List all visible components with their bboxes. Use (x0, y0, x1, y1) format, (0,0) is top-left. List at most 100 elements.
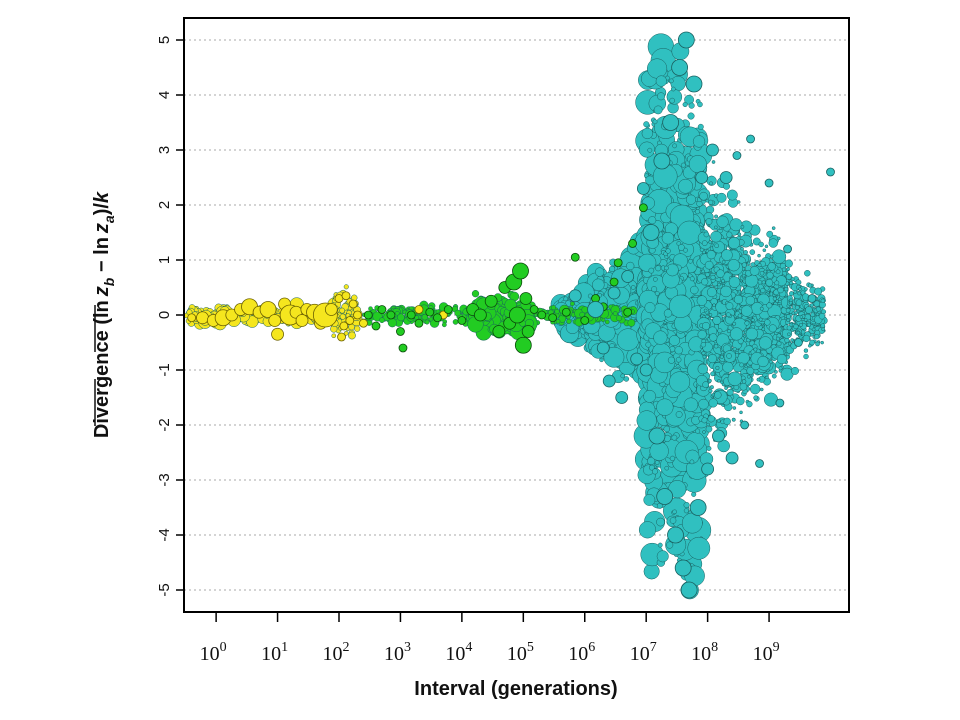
teal-point (602, 374, 616, 388)
teal-cloud-point (789, 281, 793, 286)
teal-cloud-point (706, 445, 712, 451)
teal-cloud-point (695, 428, 701, 434)
teal-cloud-point (765, 375, 769, 380)
teal-cloud-point (687, 536, 711, 560)
teal-cloud-point (706, 287, 717, 298)
green-point (638, 203, 648, 213)
teal-cloud-point (737, 232, 742, 237)
teal-cloud-point (656, 550, 669, 563)
teal-cloud-point (669, 97, 676, 104)
x-tick-base: 10 (568, 643, 588, 665)
green-point (371, 321, 381, 331)
teal-cloud-point (688, 155, 707, 174)
teal-cloud-point (657, 92, 666, 101)
teal-cloud-point (710, 371, 716, 377)
teal-cloud-point (683, 247, 688, 253)
teal-cloud-point (759, 306, 764, 311)
teal-cloud-point (655, 265, 662, 272)
y-tick-label: -4 (156, 528, 173, 541)
teal-cloud-point (712, 240, 725, 254)
teal-cloud-point (691, 415, 701, 425)
teal-point (764, 178, 774, 188)
teal-cloud-point (791, 366, 799, 375)
y-title-suffix: )/ (91, 203, 113, 216)
x-tick-label: 104 (445, 640, 472, 665)
teal-cloud-point (664, 265, 669, 271)
teal-cloud-point (803, 348, 809, 353)
teal-cloud-point (700, 342, 707, 348)
teal-cloud-point (677, 220, 702, 245)
teal-cloud-point (762, 248, 767, 253)
green-point (433, 313, 442, 323)
green-cloud-point (612, 311, 618, 317)
teal-cloud-point (653, 105, 663, 115)
teal-cloud-point (682, 101, 688, 108)
teal-cloud-point (736, 396, 745, 406)
teal-point (706, 143, 719, 157)
teal-cloud-point (674, 346, 683, 355)
teal-cloud-point (712, 303, 716, 307)
teal-cloud-point (653, 277, 658, 282)
teal-point (826, 167, 835, 177)
teal-cloud-point (705, 425, 713, 433)
teal-cloud-point (678, 178, 693, 194)
teal-cloud-point (666, 541, 674, 549)
y-tick-label: 0 (156, 311, 173, 319)
teal-cloud-point (797, 291, 802, 296)
teal-cloud-point (746, 374, 751, 379)
teal-point (725, 451, 739, 465)
teal-cloud-point (669, 371, 691, 393)
teal-cloud-point (741, 379, 747, 384)
green-point (386, 310, 396, 320)
yellow-point (324, 303, 338, 316)
green-point (609, 277, 619, 287)
teal-cloud-point (740, 246, 744, 251)
teal-cloud-point (720, 285, 732, 298)
green-cloud-point (452, 319, 459, 325)
teal-cloud-point (725, 302, 734, 310)
green-point (512, 262, 529, 280)
yellow-point (353, 310, 362, 320)
x-axis: 100 101 102 103 104 105 106 107 108 109 (200, 612, 780, 665)
green-point (398, 343, 408, 353)
green-cloud-point (428, 316, 434, 322)
teal-cloud-point (716, 418, 721, 423)
teal-cloud-point (746, 261, 751, 266)
teal-cloud-point (683, 502, 690, 509)
green-point (425, 307, 435, 317)
teal-cloud-point (777, 286, 784, 294)
teal-cloud-point (771, 226, 776, 230)
x-tick-label: 101 (261, 640, 288, 665)
teal-cloud-point (769, 254, 774, 259)
teal-point (662, 114, 680, 131)
teal-cloud-point (608, 265, 616, 273)
teal-cloud-point (795, 299, 803, 306)
teal-point (746, 134, 755, 144)
x-tick-label: 103 (384, 640, 411, 665)
teal-cloud-point (688, 102, 695, 109)
teal-cloud-point (729, 327, 744, 341)
teal-cloud-point (694, 209, 701, 215)
teal-cloud-point (653, 330, 668, 345)
teal-cloud-point (796, 330, 801, 335)
teal-cloud-point (709, 181, 713, 186)
teal-cloud-point (683, 397, 699, 413)
teal-cloud-point (707, 415, 715, 423)
teal-cloud-point (764, 319, 771, 326)
teal-point (674, 559, 692, 577)
teal-cloud-point (711, 160, 716, 164)
teal-cloud-point (758, 241, 764, 248)
teal-cloud-point (788, 300, 793, 305)
green-point (537, 310, 547, 320)
green-point (628, 239, 637, 248)
x-tick-exponent: 8 (711, 640, 718, 655)
green-cloud-point (454, 309, 461, 317)
teal-cloud-point (638, 141, 655, 158)
teal-cloud-point (707, 354, 717, 364)
teal-cloud-point (647, 58, 668, 79)
teal-point (639, 363, 653, 377)
teal-cloud-point (745, 295, 756, 306)
teal-cloud-point (741, 262, 747, 268)
green-point (473, 308, 487, 322)
x-tick-label: 109 (753, 640, 780, 665)
